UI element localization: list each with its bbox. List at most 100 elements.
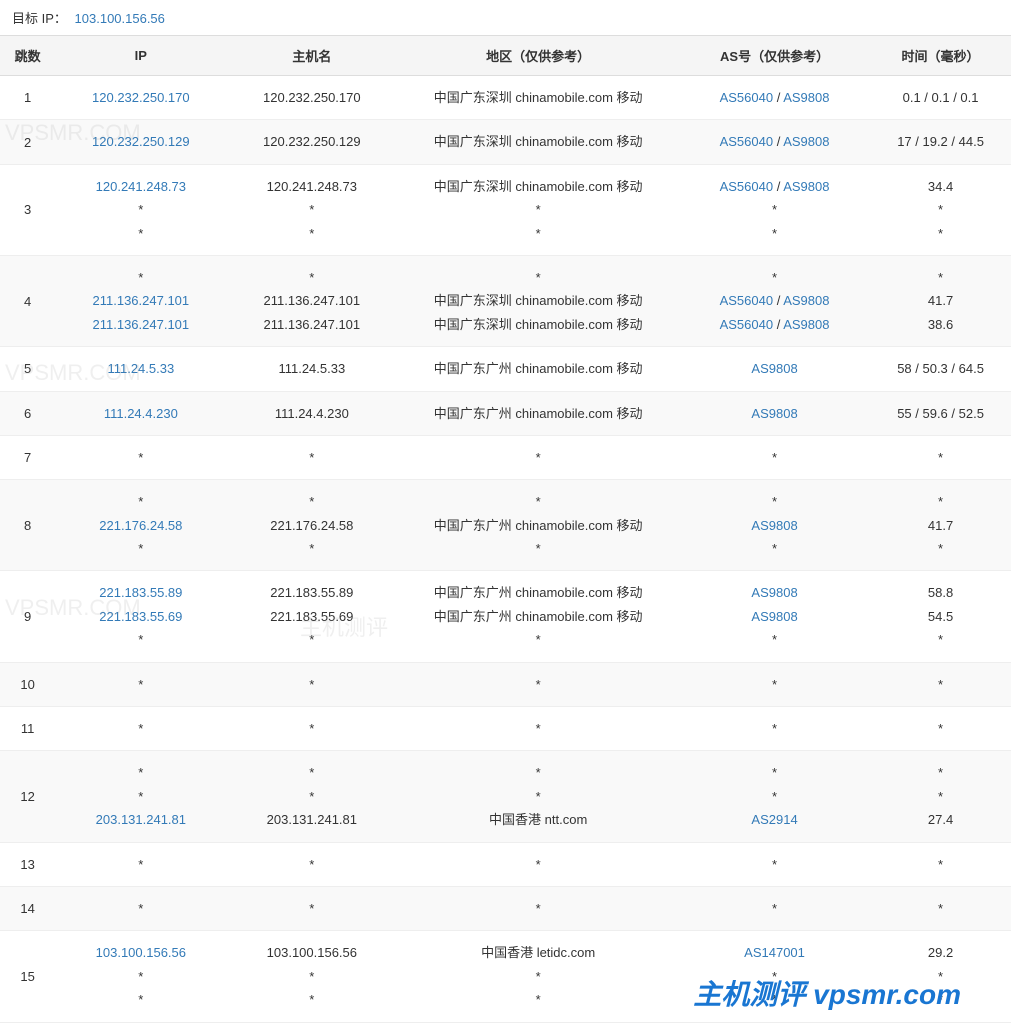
cell-host-text: 221.183.55.69	[234, 605, 389, 628]
table-row: 13*****	[0, 842, 1011, 886]
as-link[interactable]: AS9808	[783, 179, 829, 194]
cell-ip-link[interactable]: 203.131.241.81	[63, 808, 218, 831]
cell-region: *中国广东深圳 chinamobile.com 移动中国广东深圳 chinamo…	[397, 255, 679, 346]
cell-time-text: *	[878, 673, 1003, 696]
cell-ip-link[interactable]: 120.232.250.170	[63, 86, 218, 109]
cell-time: *	[870, 886, 1011, 930]
cell-time: 58.854.5*	[870, 571, 1011, 662]
as-link[interactable]: AS9808	[751, 361, 797, 376]
cell-ip-link[interactable]: 120.241.248.73	[63, 175, 218, 198]
target-ip-link[interactable]: 103.100.156.56	[75, 11, 165, 26]
as-link[interactable]: AS147001	[744, 945, 805, 960]
cell-as: *AS9808*	[679, 480, 870, 571]
cell-time-text: *	[878, 965, 1003, 988]
cell-as-line: *	[687, 490, 862, 513]
cell-ip-link[interactable]: 221.183.55.89	[63, 581, 218, 604]
cell-host: 120.232.250.170	[226, 76, 397, 120]
cell-host-text: *	[234, 965, 389, 988]
cell-host-text: 211.136.247.101	[234, 289, 389, 312]
cell-as-line: AS56040 / AS9808	[687, 86, 862, 109]
as-link[interactable]: AS9808	[751, 585, 797, 600]
cell-hop: 8	[0, 480, 55, 571]
as-link[interactable]: AS56040	[720, 179, 774, 194]
cell-ip-link[interactable]: 103.100.156.56	[63, 941, 218, 964]
cell-ip-text: *	[63, 628, 218, 651]
as-link[interactable]: AS9808	[751, 406, 797, 421]
cell-time-text: *	[878, 446, 1003, 469]
cell-ip-text: *	[63, 222, 218, 245]
cell-hop: 7	[0, 435, 55, 479]
cell-ip-link[interactable]: 120.232.250.129	[63, 130, 218, 153]
as-link[interactable]: AS9808	[783, 293, 829, 308]
col-header-as: AS号（仅供参考）	[679, 36, 870, 76]
cell-time-text: 29.2	[878, 941, 1003, 964]
cell-host-text: 221.176.24.58	[234, 514, 389, 537]
cell-ip-link[interactable]: 111.24.4.230	[63, 402, 218, 425]
cell-region-text: *	[405, 673, 671, 696]
cell-hop: 4	[0, 255, 55, 346]
cell-region-text: *	[405, 988, 671, 1011]
cell-host-text: 221.183.55.89	[234, 581, 389, 604]
cell-ip-link[interactable]: 211.136.247.101	[63, 289, 218, 312]
as-text: *	[772, 677, 777, 692]
cell-region: 中国香港 letidc.com**	[397, 931, 679, 1022]
cell-ip: **203.131.241.81	[55, 751, 226, 842]
cell-time-text: *	[878, 897, 1003, 920]
cell-time: *	[870, 842, 1011, 886]
table-row: 12**203.131.241.81**203.131.241.81**中国香港…	[0, 751, 1011, 842]
table-header-row: 跳数 IP 主机名 地区（仅供参考） AS号（仅供参考） 时间（毫秒）	[0, 36, 1011, 76]
cell-as-line: *	[687, 965, 862, 988]
as-link[interactable]: AS56040	[720, 134, 774, 149]
col-header-time: 时间（毫秒）	[870, 36, 1011, 76]
as-text: /	[773, 317, 783, 332]
cell-region-text: *	[405, 853, 671, 876]
table-row: 3120.241.248.73**120.241.248.73**中国广东深圳 …	[0, 164, 1011, 255]
cell-region-text: *	[405, 446, 671, 469]
as-text: /	[773, 134, 783, 149]
cell-ip-text: *	[63, 761, 218, 784]
cell-host-text: *	[234, 988, 389, 1011]
col-header-ip: IP	[55, 36, 226, 76]
cell-ip: *221.176.24.58*	[55, 480, 226, 571]
cell-region: 中国广东深圳 chinamobile.com 移动**	[397, 164, 679, 255]
cell-hop: 6	[0, 391, 55, 435]
cell-as: AS9808	[679, 391, 870, 435]
cell-ip-link[interactable]: 221.183.55.69	[63, 605, 218, 628]
cell-hop: 1	[0, 76, 55, 120]
as-text: *	[772, 270, 777, 285]
cell-host: *221.176.24.58*	[226, 480, 397, 571]
as-link[interactable]: AS9808	[751, 609, 797, 624]
as-link[interactable]: AS9808	[751, 518, 797, 533]
cell-ip: 120.232.250.170	[55, 76, 226, 120]
cell-time-text: 55 / 59.6 / 52.5	[878, 402, 1003, 425]
as-text: *	[772, 226, 777, 241]
cell-host-text: *	[234, 222, 389, 245]
cell-host-text: *	[234, 717, 389, 740]
cell-host: *211.136.247.101211.136.247.101	[226, 255, 397, 346]
cell-as: AS9808 AS9808 *	[679, 571, 870, 662]
as-text: *	[772, 494, 777, 509]
as-link[interactable]: AS9808	[783, 90, 829, 105]
cell-ip-link[interactable]: 211.136.247.101	[63, 313, 218, 336]
cell-time: 34.4**	[870, 164, 1011, 255]
as-link[interactable]: AS56040	[720, 317, 774, 332]
table-row: 1120.232.250.170120.232.250.170中国广东深圳 ch…	[0, 76, 1011, 120]
cell-region: 中国广东广州 chinamobile.com 移动	[397, 347, 679, 391]
cell-ip-link[interactable]: 111.24.5.33	[63, 357, 218, 380]
cell-ip: *211.136.247.101211.136.247.101	[55, 255, 226, 346]
col-header-region: 地区（仅供参考）	[397, 36, 679, 76]
as-link[interactable]: AS9808	[783, 134, 829, 149]
cell-host: 103.100.156.56**	[226, 931, 397, 1022]
as-text: *	[772, 632, 777, 647]
cell-time: *	[870, 662, 1011, 706]
as-link[interactable]: AS2914	[751, 812, 797, 827]
as-link[interactable]: AS9808	[783, 317, 829, 332]
cell-ip: *	[55, 842, 226, 886]
cell-time-text: *	[878, 853, 1003, 876]
cell-ip-text: *	[63, 717, 218, 740]
cell-ip-link[interactable]: 221.176.24.58	[63, 514, 218, 537]
as-link[interactable]: AS56040	[720, 293, 774, 308]
cell-time-text: 41.7	[878, 289, 1003, 312]
as-link[interactable]: AS56040	[720, 90, 774, 105]
as-text: /	[773, 179, 783, 194]
